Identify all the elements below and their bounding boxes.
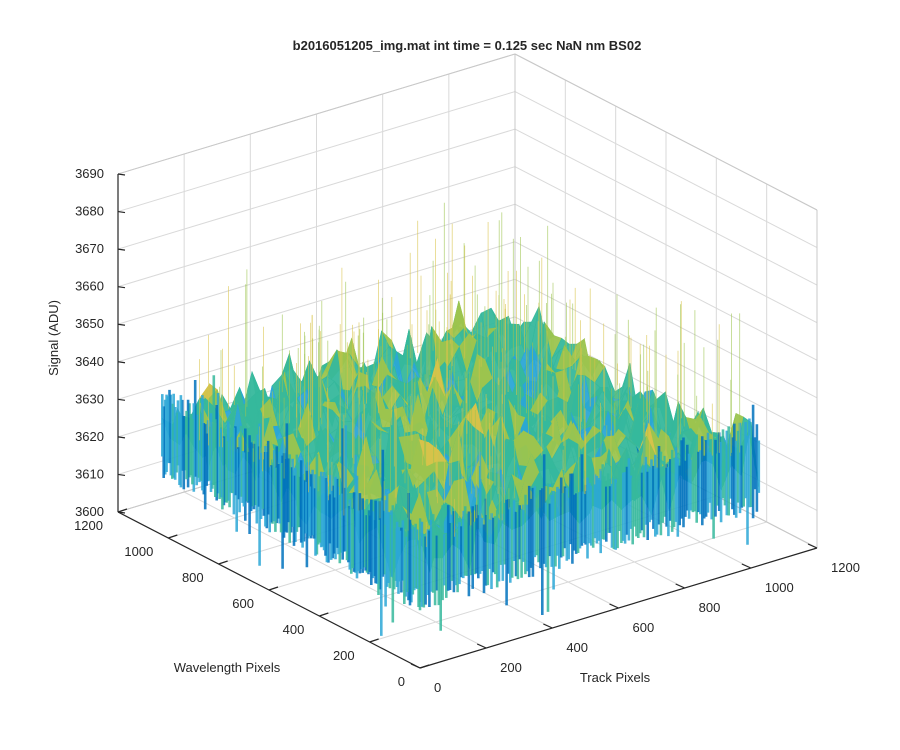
grid-line (117, 278, 516, 400)
y-tick-mark (218, 560, 228, 565)
z-tick-mark (117, 173, 126, 176)
x-tick-label: 1200 (831, 560, 860, 575)
z-tick-label: 3680 (75, 204, 104, 219)
x-tick-label: 800 (699, 600, 721, 615)
grid-line (117, 91, 516, 213)
x-tick-mark (609, 603, 619, 609)
y-tick-label: 1200 (74, 518, 103, 533)
y-tick-mark (369, 638, 379, 643)
y-tick-mark (268, 586, 279, 591)
tick-labels: 3600 3610 3620 3630 3640 3650 3660 3670 3680 3690… (74, 166, 860, 695)
z-tick-mark (117, 210, 126, 214)
x-tick-label: 400 (566, 640, 588, 655)
box-edge (514, 53, 818, 211)
grid-line (514, 166, 818, 324)
x-tick-mark (410, 663, 421, 669)
z-tick-label: 3660 (75, 279, 104, 294)
grid-line (514, 241, 818, 399)
z-tick-label: 3650 (75, 316, 104, 331)
chart-title: b2016051205_img.mat int time = 0.125 sec… (293, 38, 642, 53)
grid-line (369, 521, 767, 643)
z-tick-label: 3600 (75, 504, 104, 519)
y-tick-label: 800 (182, 570, 204, 585)
z-tick-label: 3670 (75, 241, 104, 256)
z-tick-label: 3640 (75, 354, 104, 369)
grid-line (514, 128, 818, 286)
x-tick-label: 0 (434, 680, 441, 695)
z-tick-mark (117, 361, 126, 364)
y-tick-label: 200 (333, 648, 355, 663)
grid-line (514, 91, 818, 248)
z-tick-mark (117, 323, 126, 326)
grid-line (117, 166, 516, 288)
z-tick-mark (117, 398, 126, 401)
z-axis-label: Signal (ADU) (46, 300, 61, 376)
x-tick-label: 1000 (765, 580, 794, 595)
z-tick-label: 3620 (75, 429, 104, 444)
grid-line (514, 203, 818, 361)
y-axis-label: Wavelength Pixels (174, 660, 281, 675)
z-tick-mark (117, 286, 126, 289)
z-tick-mark (117, 473, 126, 477)
grid-line (117, 128, 516, 250)
y-tick-label: 1000 (124, 544, 153, 559)
z-tick-label: 3630 (75, 391, 104, 406)
surface-mesh (161, 202, 761, 636)
grid-line (117, 241, 516, 363)
x-tick-label: 200 (500, 660, 522, 675)
axes (117, 173, 818, 669)
box-edge (117, 53, 516, 175)
z-tick-mark (117, 248, 126, 251)
x-axis-label: Track Pixels (580, 670, 651, 685)
x-tick-mark (807, 543, 818, 549)
y-tick-mark (168, 534, 178, 539)
z-tick-label: 3690 (75, 166, 104, 181)
y-tick-mark (419, 664, 430, 669)
y-tick-label: 400 (283, 622, 305, 637)
x-tick-label: 600 (633, 620, 655, 635)
x-tick-mark (675, 583, 685, 589)
x-tick-mark (476, 643, 487, 649)
z-tick-mark (117, 436, 126, 439)
grid-line (117, 203, 516, 325)
z-tick-label: 3610 (75, 466, 104, 481)
y-tick-label: 600 (232, 596, 254, 611)
y-tick-label: 0 (398, 674, 405, 689)
y-tick-mark (319, 612, 329, 617)
x-tick-mark (741, 563, 752, 569)
y-tick-mark (117, 508, 128, 513)
x-tick-mark (543, 623, 553, 629)
